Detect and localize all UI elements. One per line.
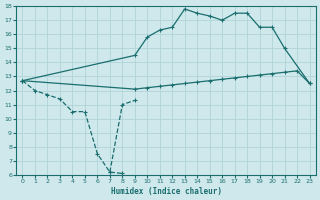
X-axis label: Humidex (Indice chaleur): Humidex (Indice chaleur): [110, 187, 221, 196]
